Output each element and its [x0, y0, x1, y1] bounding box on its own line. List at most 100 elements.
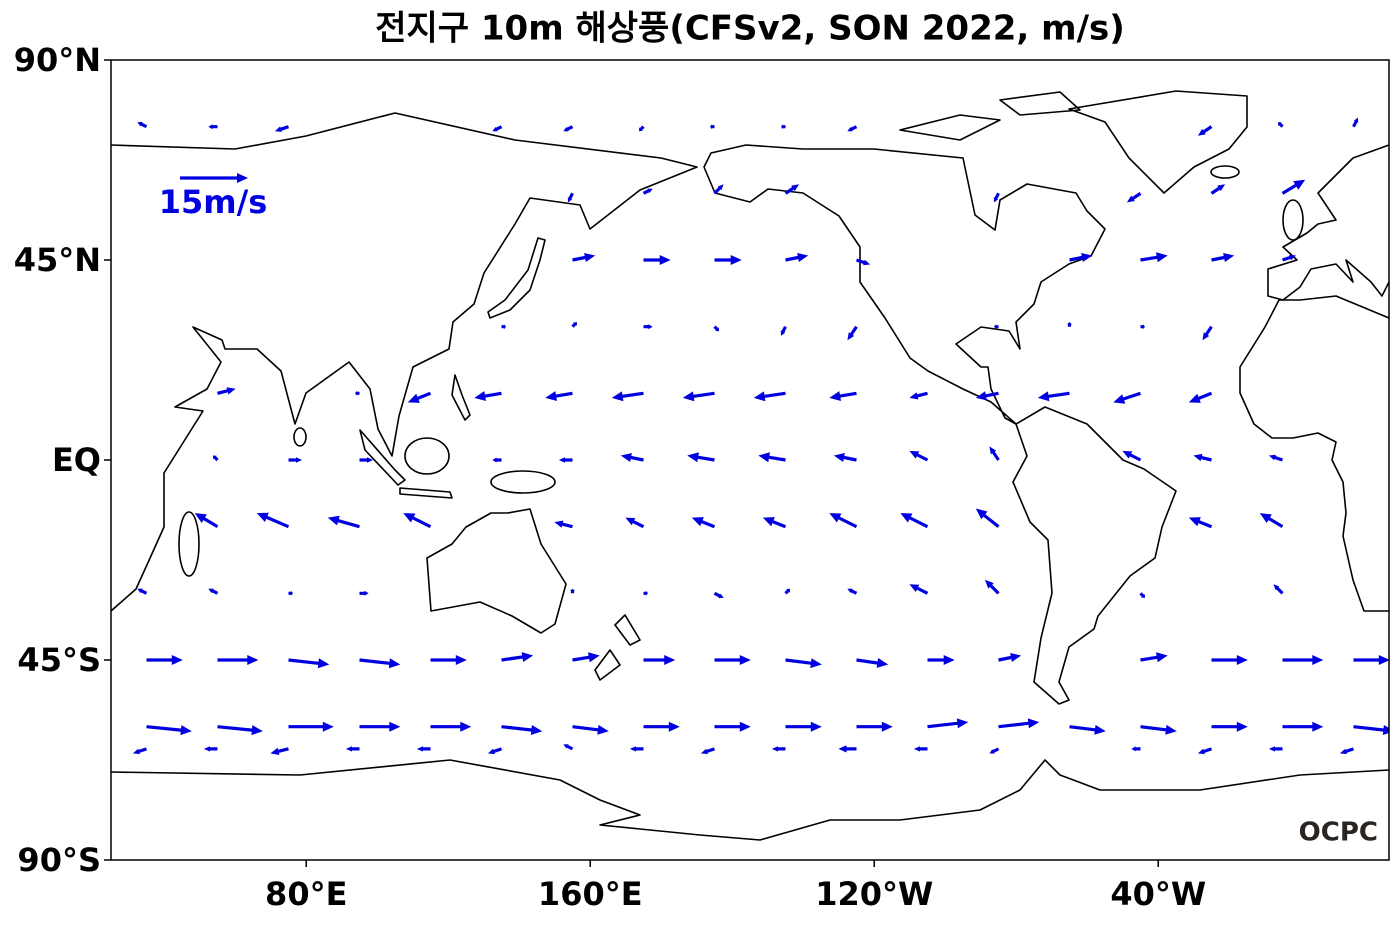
antarctica-coast	[111, 759, 1389, 841]
wind-arrow	[1353, 725, 1389, 735]
wind-arrow	[345, 746, 360, 752]
wind-arrow	[989, 446, 1000, 461]
wind-arrow	[998, 718, 1040, 729]
map-frame	[110, 59, 1390, 861]
wind-arrow	[501, 725, 543, 735]
wind-arrow	[217, 725, 263, 736]
wind-arrow	[563, 744, 574, 751]
wind-arrow	[856, 658, 889, 668]
wind-arrow	[572, 652, 600, 663]
wind-arrow	[611, 391, 644, 402]
wind-arrow	[359, 457, 374, 463]
sumatra-coast	[359, 429, 406, 486]
reference-label: 15m/s	[159, 183, 268, 221]
wind-vectors	[132, 117, 1389, 755]
wind-arrow	[474, 391, 502, 401]
wind-arrow	[1202, 325, 1213, 341]
wind-arrow	[994, 324, 999, 330]
wind-arrow	[856, 721, 893, 732]
x-tick-label: 120°W	[815, 875, 933, 913]
wind-arrow	[359, 590, 369, 596]
britain-coast	[1282, 199, 1304, 241]
wind-arrow	[643, 721, 680, 732]
wind-arrow	[270, 747, 289, 755]
wind-arrow	[714, 255, 742, 265]
wind-arrow	[1211, 253, 1235, 262]
wind-arrow	[1259, 513, 1284, 528]
wind-arrow	[714, 721, 751, 732]
wind-arrow	[713, 184, 724, 195]
wind-arrow	[771, 746, 786, 752]
wind-arrow	[691, 517, 716, 529]
wind-arrow	[856, 258, 871, 266]
wind-arrow	[217, 387, 236, 395]
europe-coast	[1267, 144, 1389, 301]
wind-arrow	[833, 453, 857, 462]
wind-arrow	[1353, 655, 1389, 665]
wind-arrow	[682, 391, 715, 402]
wind-arrow	[713, 591, 724, 599]
borneo-coast	[404, 437, 450, 475]
wind-arrow	[847, 588, 858, 595]
wind-arrow	[1131, 746, 1141, 752]
wind-arrow	[687, 452, 715, 463]
wind-arrow	[829, 391, 857, 401]
x-tick-label: 40°W	[1110, 875, 1206, 913]
wind-arrow	[355, 390, 360, 396]
wind-arrow	[1122, 450, 1142, 462]
wind-arrow	[643, 655, 676, 665]
wind-arrow	[989, 747, 1000, 754]
wind-arrow	[753, 391, 786, 402]
coastlines	[111, 90, 1389, 841]
y-tick-label: 45°N	[14, 241, 101, 279]
wind-arrow	[430, 655, 467, 665]
wind-arrow	[838, 745, 857, 753]
wind-arrow	[1352, 117, 1359, 128]
wind-arrow	[1113, 391, 1141, 404]
map-title: 전지구 10m 해상풍(CFSv2, SON 2022, m/s)	[375, 9, 1125, 49]
wind-arrow	[909, 584, 929, 595]
wind-arrow	[137, 121, 148, 129]
wind-arrow	[758, 452, 786, 463]
wind-arrow	[1069, 724, 1106, 735]
new-zealand-coast	[594, 614, 641, 681]
philippines-coast	[451, 374, 471, 421]
wind-arrow	[416, 746, 431, 752]
wind-arrow	[1210, 184, 1226, 195]
wind-arrow	[217, 655, 259, 665]
wind-arrow	[1140, 252, 1168, 263]
wind-arrow	[1140, 724, 1177, 735]
wind-arrow	[629, 746, 644, 752]
wind-arrow	[927, 718, 969, 729]
madagascar-coast	[178, 511, 200, 577]
wind-arrow	[492, 457, 502, 463]
wind-arrow	[146, 655, 183, 665]
wind-arrow	[998, 653, 1022, 662]
x-tick-label: 80°E	[265, 875, 347, 913]
wind-arrow	[545, 391, 573, 401]
wind-arrow	[714, 655, 751, 665]
wind-arrow	[700, 747, 715, 755]
y-tick-label: 90°N	[14, 41, 101, 79]
wind-arrow	[1273, 584, 1284, 595]
australia-coast	[426, 508, 567, 634]
reference-arrow	[180, 173, 248, 183]
new-guinea-coast	[490, 470, 556, 494]
wind-arrow	[785, 721, 822, 732]
wind-arrow	[1281, 179, 1306, 195]
wind-arrow	[563, 125, 574, 132]
wind-arrow	[1197, 125, 1213, 136]
wind-arrow	[1140, 652, 1168, 663]
wind-arrow	[256, 512, 290, 529]
wind-arrow	[288, 457, 303, 463]
wind-arrow	[501, 324, 506, 330]
wind-arrow	[710, 124, 715, 130]
wind-arrow	[288, 658, 330, 669]
wind-arrow	[572, 253, 596, 262]
wind-arrow	[359, 658, 401, 669]
wind-arrow	[146, 725, 192, 736]
wind-arrow	[639, 125, 645, 132]
wind-arrow	[642, 188, 653, 195]
wind-arrow	[784, 184, 800, 195]
wind-arrow	[780, 326, 787, 336]
